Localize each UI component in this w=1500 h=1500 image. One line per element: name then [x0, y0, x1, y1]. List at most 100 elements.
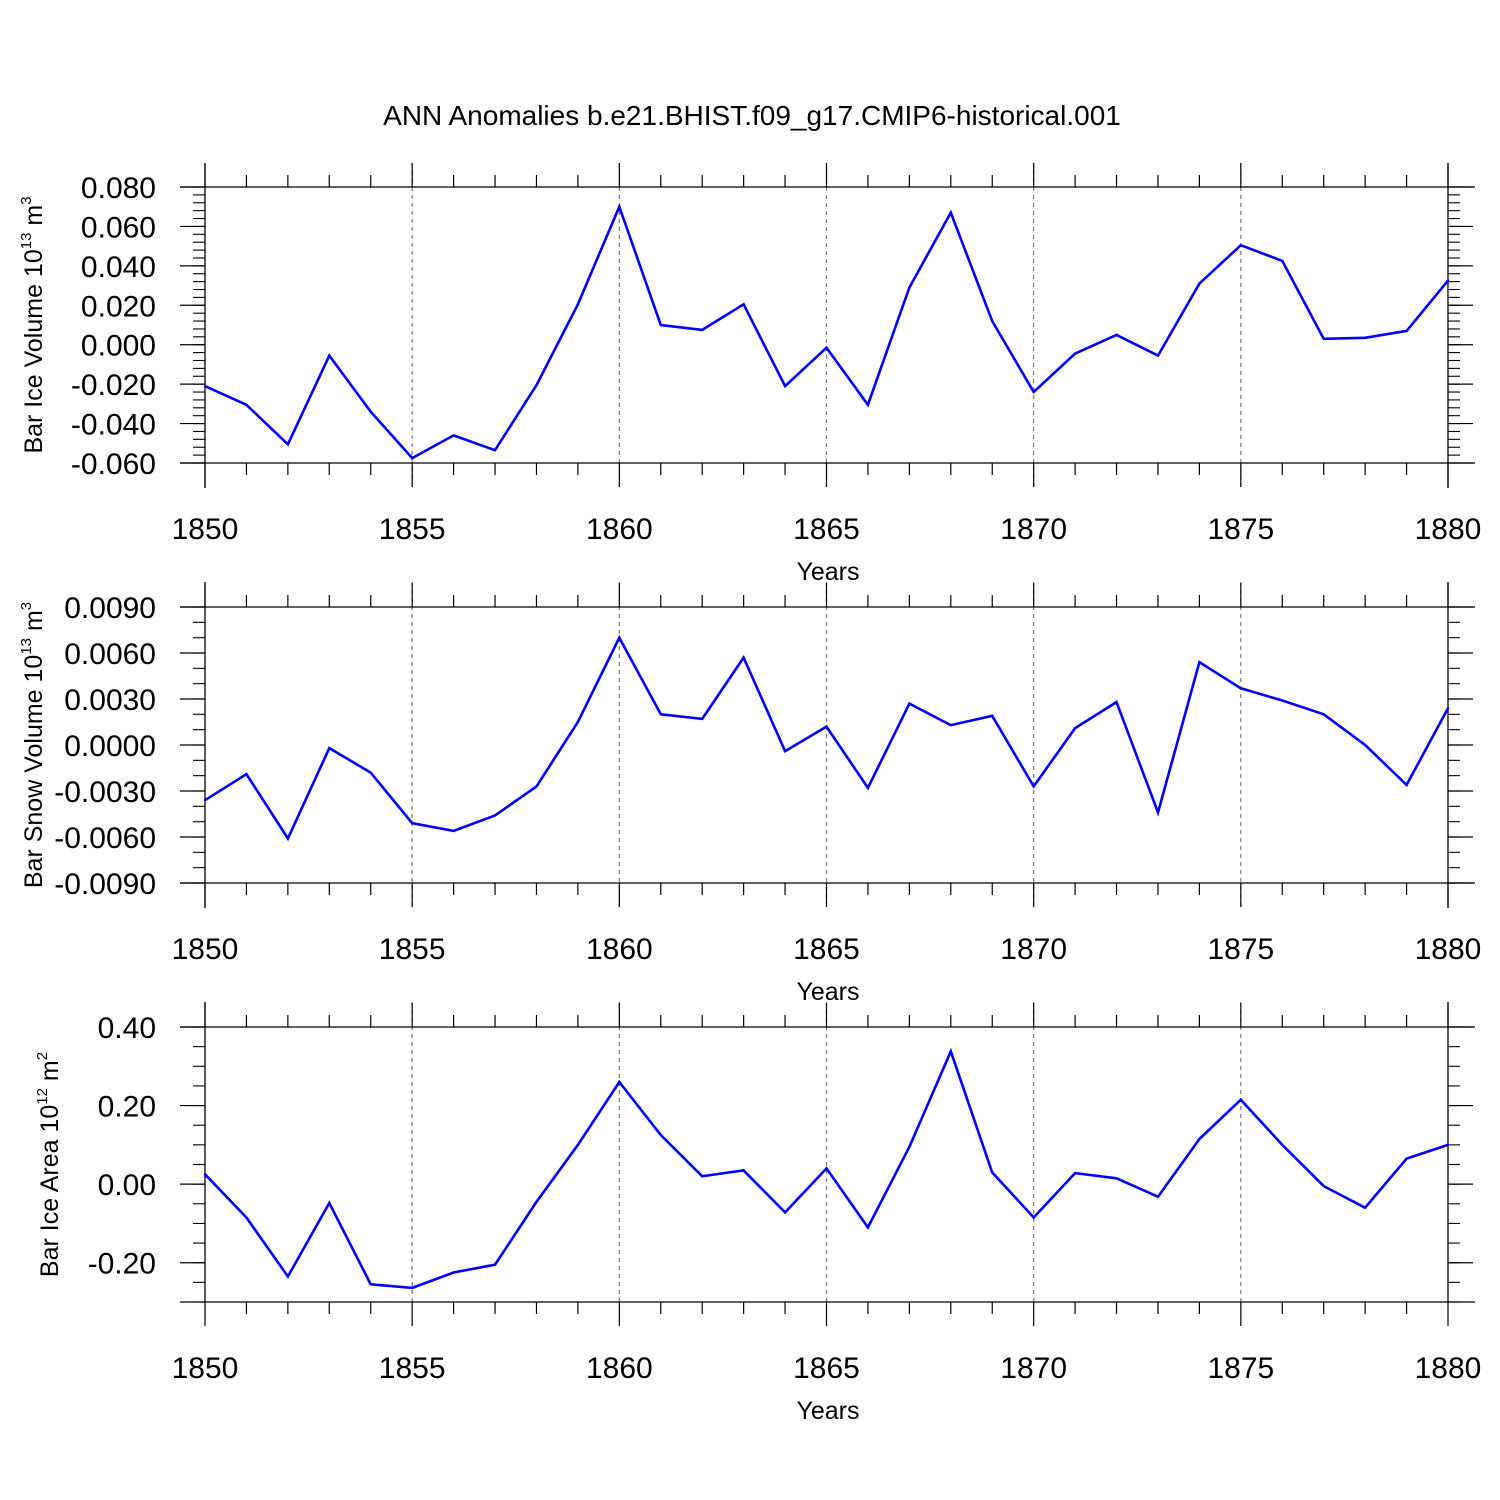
data-point: [452, 434, 455, 437]
data-point: [1405, 783, 1408, 787]
data-point: [535, 383, 538, 387]
data-point: [1239, 687, 1243, 690]
data-point: [783, 749, 787, 753]
data-point: [328, 746, 331, 750]
data-point: [1073, 726, 1077, 730]
data-point: [328, 1201, 331, 1205]
x-axis-label: Years: [796, 558, 859, 586]
panel-snow-volume: -0.0090 -0.0060 -0.0030 0.0000 0.0030 0.0060 0…: [18, 582, 1481, 1006]
y-tick-label: 0.020: [81, 290, 156, 323]
data-point: [659, 713, 662, 716]
y-tick-label: -0.0090: [54, 868, 156, 901]
data-point: [701, 717, 704, 721]
data-point: [1156, 354, 1160, 357]
data-point: [286, 1275, 290, 1278]
data-point: [949, 1050, 952, 1053]
y-tick-label: 0.20: [98, 1091, 156, 1124]
data-point: [908, 286, 911, 289]
y-tick-label: 0.0090: [64, 592, 156, 625]
data-point: [1446, 1143, 1450, 1147]
y-axis-label: Bar Ice Volume 1013 m3: [18, 196, 48, 453]
data-point: [410, 456, 414, 460]
data-point: [245, 772, 248, 776]
data-point: [493, 814, 497, 817]
data-point: [576, 1143, 580, 1147]
chart-panels: -0.060 -0.040 -0.020 0.000 0.020 0.040 0.060 0.…: [18, 163, 1481, 1425]
data-point: [949, 211, 952, 214]
data-point: [1405, 1157, 1408, 1160]
x-axis-label: Years: [796, 1397, 859, 1425]
data-point: [286, 443, 290, 446]
y-tick-label: 0.0060: [64, 638, 156, 671]
data-point: [1405, 329, 1408, 333]
y-tick-label: -0.020: [71, 369, 156, 402]
data-point: [701, 328, 704, 332]
data-point: [1198, 1137, 1201, 1141]
data-point: [1322, 1184, 1325, 1188]
x-tick-label: 1850: [172, 1352, 239, 1385]
data-point: [1322, 337, 1325, 340]
y-tick-label: 0.060: [81, 211, 156, 244]
y-axis-label: Bar Ice Area 1012 m2: [34, 1052, 64, 1277]
data-point: [1032, 785, 1035, 788]
data-point: [825, 346, 828, 349]
data-point: [701, 1175, 704, 1178]
data-point: [1115, 333, 1118, 337]
data-point: [369, 771, 372, 774]
x-tick-label: 1880: [1415, 513, 1482, 546]
data-point: [908, 702, 911, 705]
data-point: [618, 205, 621, 208]
data-point: [742, 303, 745, 306]
data-point: [286, 837, 290, 840]
y-tick-label: -0.060: [71, 448, 156, 481]
data-point: [203, 1173, 207, 1176]
data-point: [866, 1226, 870, 1229]
data-point: [825, 1167, 828, 1170]
data-point: [1156, 811, 1160, 814]
data-point: [908, 1145, 911, 1149]
data-point: [369, 1283, 372, 1286]
data-point: [991, 714, 994, 718]
y-tick-label: 0.0000: [64, 730, 156, 763]
data-point: [1363, 336, 1367, 340]
data-point: [203, 384, 207, 388]
panel-ice-volume: -0.060 -0.040 -0.020 0.000 0.020 0.040 0.060 0.…: [18, 163, 1481, 586]
data-point: [535, 785, 538, 788]
data-point: [1115, 700, 1118, 704]
data-point: [452, 1271, 455, 1274]
data-point: [1363, 743, 1367, 747]
data-point: [866, 403, 870, 407]
y-tick-label: 0.0030: [64, 684, 156, 717]
y-tick-label: 0.000: [81, 330, 156, 363]
x-tick-label: 1875: [1207, 513, 1274, 546]
data-point: [1239, 243, 1243, 247]
data-point: [742, 656, 745, 659]
y-tick-label: 0.040: [81, 251, 156, 284]
data-point: [783, 1211, 787, 1214]
data-point: [1281, 1143, 1284, 1147]
data-point: [1281, 699, 1284, 702]
x-tick-label: 1865: [793, 933, 860, 966]
y-tick-label: -0.20: [88, 1248, 156, 1281]
x-tick-label: 1860: [586, 513, 653, 546]
x-tick-label: 1875: [1207, 1352, 1274, 1385]
data-point: [991, 319, 994, 323]
data-point: [659, 1133, 662, 1137]
data-point: [576, 720, 580, 724]
panel-ice-area: -0.20 0.00 0.20 0.40 1850 1855 1860 1865 1870 187…: [34, 1002, 1481, 1425]
data-point: [369, 410, 372, 413]
data-point: [535, 1200, 538, 1204]
x-tick-label: 1880: [1415, 1352, 1482, 1385]
data-point: [1281, 259, 1284, 263]
data-point: [328, 354, 331, 357]
data-point: [618, 1080, 621, 1084]
y-tick-label: -0.0060: [54, 822, 156, 855]
data-point: [1073, 352, 1077, 355]
data-point: [825, 725, 828, 728]
data-point: [742, 1169, 745, 1172]
data-point: [1446, 707, 1450, 710]
data-point: [1115, 1177, 1118, 1180]
data-point: [493, 1263, 497, 1266]
data-point: [1032, 390, 1035, 394]
